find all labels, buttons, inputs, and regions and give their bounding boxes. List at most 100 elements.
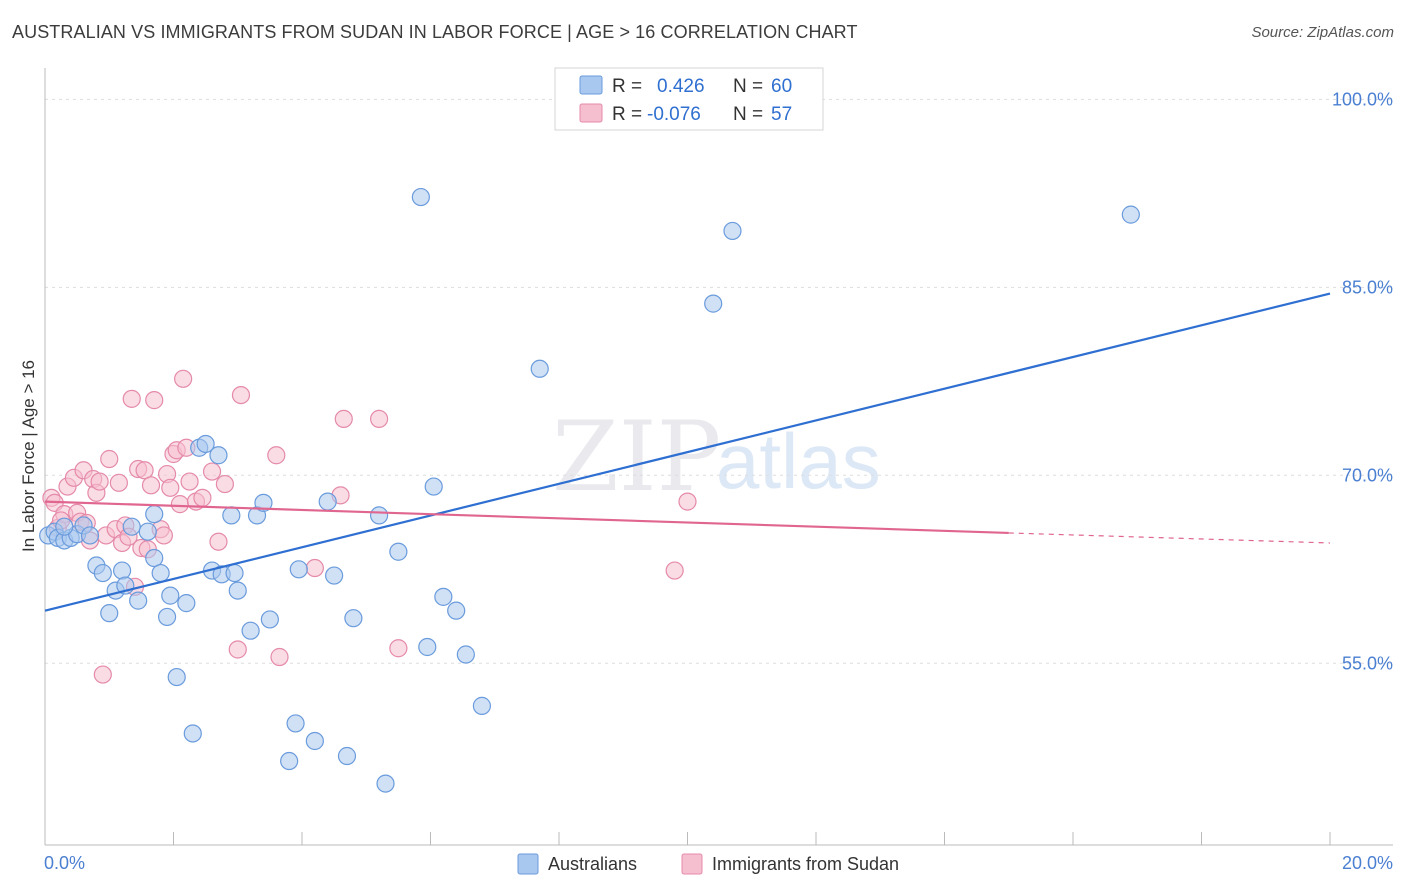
australians-point [55, 517, 74, 536]
australians-point [254, 493, 273, 512]
legend-swatch-sudan[interactable] [681, 853, 703, 875]
sudan-point [370, 409, 389, 429]
sudan-point [228, 640, 247, 659]
australians-point [305, 731, 324, 751]
australians-point [337, 746, 357, 766]
australians-point [241, 621, 260, 640]
y-tick-label: 70.0% [1342, 465, 1393, 485]
australians-point [411, 187, 430, 207]
sudan-point [93, 665, 112, 684]
sudan-point [193, 488, 212, 507]
australians-point [209, 446, 228, 465]
stats-swatch-australians [579, 75, 603, 95]
axes [44, 68, 1393, 846]
y-tick-label: 100.0% [1332, 89, 1393, 109]
australians-point [260, 610, 279, 629]
sudan-point [389, 639, 408, 658]
chart-title: AUSTRALIAN VS IMMIGRANTS FROM SUDAN IN L… [12, 22, 858, 42]
sudan-point [122, 389, 141, 408]
sudan-point [135, 461, 154, 480]
sudan-point [305, 558, 324, 578]
australians-point [196, 434, 215, 454]
australians-point [280, 751, 299, 771]
australians-point [376, 774, 395, 793]
sudan-point [141, 476, 161, 495]
sudan-point [180, 472, 199, 491]
trend-lines [44, 292, 1331, 612]
sudan-point [215, 474, 234, 494]
sudan-point [209, 532, 228, 551]
australians-point [177, 594, 196, 613]
stats-swatch-sudan [579, 103, 603, 123]
australians-point [286, 714, 305, 733]
sudan-point [154, 526, 173, 545]
australians-point [1121, 205, 1140, 224]
australians-point [129, 591, 148, 610]
australians-point [370, 506, 389, 525]
australians-point [228, 581, 247, 600]
legend-label-australians[interactable]: Australians [548, 854, 637, 874]
stats-n-label-sudan: N = [733, 104, 763, 125]
australians-point [434, 587, 453, 606]
series-australians-points [39, 187, 1140, 793]
y-axis-tick-labels: 100.0% 85.0% 70.0% 55.0% [1332, 89, 1393, 673]
stats-n-label-australians: N = [733, 76, 763, 97]
australians-point [325, 566, 344, 585]
stats-r-value-australians: 0.426 [657, 76, 705, 97]
australians-point [472, 696, 491, 715]
sudan-point [145, 391, 164, 410]
australians-point [344, 609, 363, 628]
australians-point [80, 526, 100, 545]
australians-point [161, 586, 180, 605]
australians-point [112, 561, 132, 580]
x-tick-label-min: 0.0% [44, 853, 85, 873]
sudan-trend-line-extension [1008, 532, 1331, 544]
australians-point [389, 542, 408, 561]
stats-r-label-australians: R = [612, 76, 642, 97]
stats-box: R = 0.426 N = 60 R = -0.076 N = 57 [554, 67, 824, 131]
australians-point [704, 294, 723, 313]
x-tick-label-max: 20.0% [1342, 853, 1393, 873]
sudan-point [161, 478, 180, 497]
sudan-point [170, 495, 190, 514]
sudan-point [174, 369, 193, 388]
australians-point [183, 724, 202, 743]
australians-point [157, 607, 177, 627]
sudan-trend-line [44, 500, 1009, 535]
australians-point [93, 563, 112, 583]
gridlines [45, 98, 1393, 664]
australians-point [456, 645, 475, 664]
watermark-atlas: atlas [716, 417, 881, 505]
australians-point [723, 221, 742, 241]
sudan-point [109, 473, 128, 492]
sudan-point [334, 409, 353, 429]
australians-point [167, 667, 186, 687]
sudan-point [678, 492, 697, 511]
sudan-point [202, 462, 222, 481]
australians-point [151, 563, 170, 583]
australians-point [447, 601, 466, 620]
australians-point [145, 505, 164, 524]
sudan-point [231, 385, 251, 405]
australians-point [225, 563, 244, 583]
stats-n-value-australians: 60 [771, 76, 792, 97]
sudan-point [100, 449, 119, 469]
legend-label-sudan[interactable]: Immigrants from Sudan [712, 854, 899, 874]
stats-n-value-sudan: 57 [771, 104, 792, 125]
y-tick-label: 85.0% [1342, 277, 1393, 297]
australians-point [318, 492, 337, 511]
x-axis-ticks [44, 832, 1331, 845]
australians-point [145, 548, 164, 568]
sudan-point [267, 446, 286, 465]
legend-swatch-australians[interactable] [517, 853, 539, 875]
source-credit: Source: ZipAtlas.com [1251, 24, 1394, 41]
watermark-zip: ZIP [552, 401, 721, 513]
australians-point [138, 522, 157, 541]
australians-point [418, 637, 437, 657]
australians-point [100, 604, 119, 623]
australians-point [222, 506, 241, 525]
australians-point [289, 560, 308, 579]
stats-r-label-sudan: R = [612, 104, 642, 125]
legend: Australians Immigrants from Sudan [517, 853, 899, 875]
